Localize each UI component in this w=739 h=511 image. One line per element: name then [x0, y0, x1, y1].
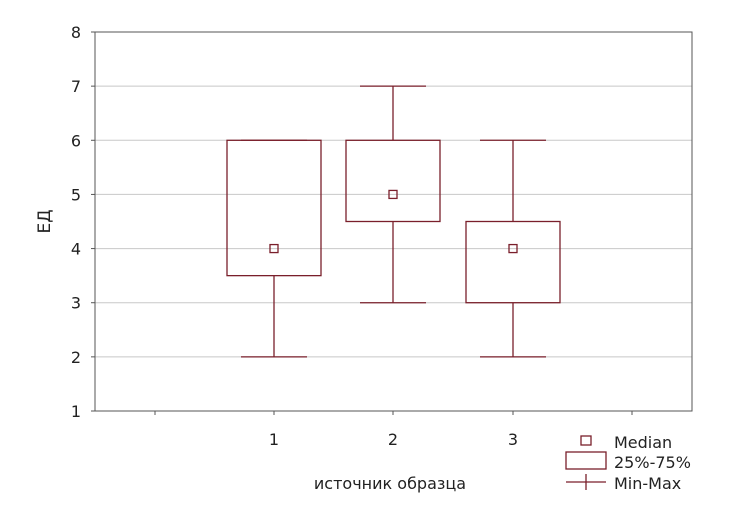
y-tick-label: 3: [71, 294, 81, 313]
y-axis-ticks: 1 2 3 4 5 6 7 8: [71, 23, 95, 421]
iqr-box: [345, 139, 441, 223]
x-tick-label: 3: [508, 430, 518, 449]
y-tick-label: 1: [71, 402, 81, 421]
boxes: [226, 85, 561, 358]
legend-median-label: Median: [614, 433, 672, 452]
legend-median-marker: [580, 435, 592, 446]
x-tick-label: 1: [269, 430, 279, 449]
y-tick-label: 6: [71, 131, 81, 150]
y-tick-label: 2: [71, 348, 81, 367]
legend-box-label: 25%-75%: [614, 453, 691, 472]
x-axis-ticks: 1 2 3: [154, 411, 633, 449]
box-group-1: [226, 139, 322, 358]
y-tick-label: 8: [71, 23, 81, 42]
y-tick-label: 4: [71, 240, 81, 259]
iqr-box: [465, 220, 561, 304]
x-axis-label: источник образца: [314, 474, 466, 493]
legend-whisker-marker: [566, 474, 606, 490]
median-marker: [508, 243, 518, 254]
y-tick-label: 5: [71, 185, 81, 204]
box-group-2: [345, 85, 441, 304]
median-marker: [269, 243, 279, 254]
legend: Median 25%-75% Min-Max: [565, 433, 691, 493]
y-tick-label: 7: [71, 77, 81, 96]
iqr-box: [226, 139, 322, 277]
legend-box-marker: [565, 451, 607, 470]
x-tick-label: 2: [388, 430, 398, 449]
median-marker: [388, 189, 398, 200]
box-group-3: [465, 139, 561, 358]
y-axis-label: ЕД: [35, 209, 55, 233]
legend-whisker-label: Min-Max: [614, 474, 681, 493]
